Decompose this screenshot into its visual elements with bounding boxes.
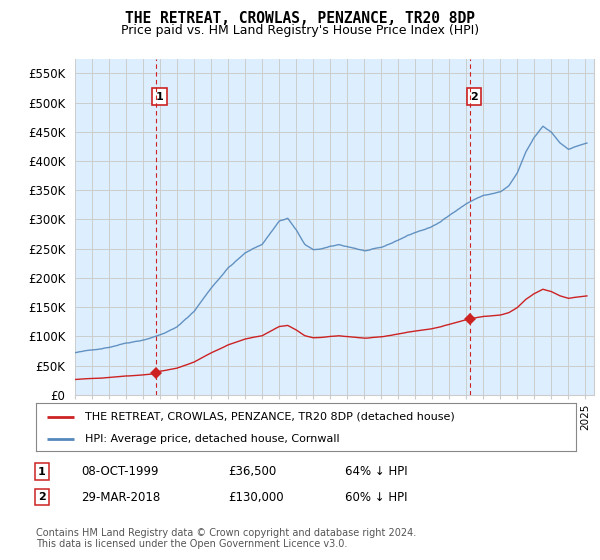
Text: £130,000: £130,000 <box>228 491 284 504</box>
Text: 1: 1 <box>155 92 163 102</box>
Text: 1: 1 <box>38 466 46 477</box>
Text: 60% ↓ HPI: 60% ↓ HPI <box>345 491 407 504</box>
Text: 2: 2 <box>38 492 46 502</box>
Text: 29-MAR-2018: 29-MAR-2018 <box>81 491 160 504</box>
Text: Contains HM Land Registry data © Crown copyright and database right 2024.
This d: Contains HM Land Registry data © Crown c… <box>36 528 416 549</box>
Text: HPI: Average price, detached house, Cornwall: HPI: Average price, detached house, Corn… <box>85 434 339 444</box>
Text: 2: 2 <box>470 92 478 102</box>
Text: Price paid vs. HM Land Registry's House Price Index (HPI): Price paid vs. HM Land Registry's House … <box>121 24 479 36</box>
Text: THE RETREAT, CROWLAS, PENZANCE, TR20 8DP (detached house): THE RETREAT, CROWLAS, PENZANCE, TR20 8DP… <box>85 412 454 422</box>
Text: £36,500: £36,500 <box>228 465 276 478</box>
Text: 64% ↓ HPI: 64% ↓ HPI <box>345 465 407 478</box>
Text: THE RETREAT, CROWLAS, PENZANCE, TR20 8DP: THE RETREAT, CROWLAS, PENZANCE, TR20 8DP <box>125 11 475 26</box>
Text: 08-OCT-1999: 08-OCT-1999 <box>81 465 158 478</box>
